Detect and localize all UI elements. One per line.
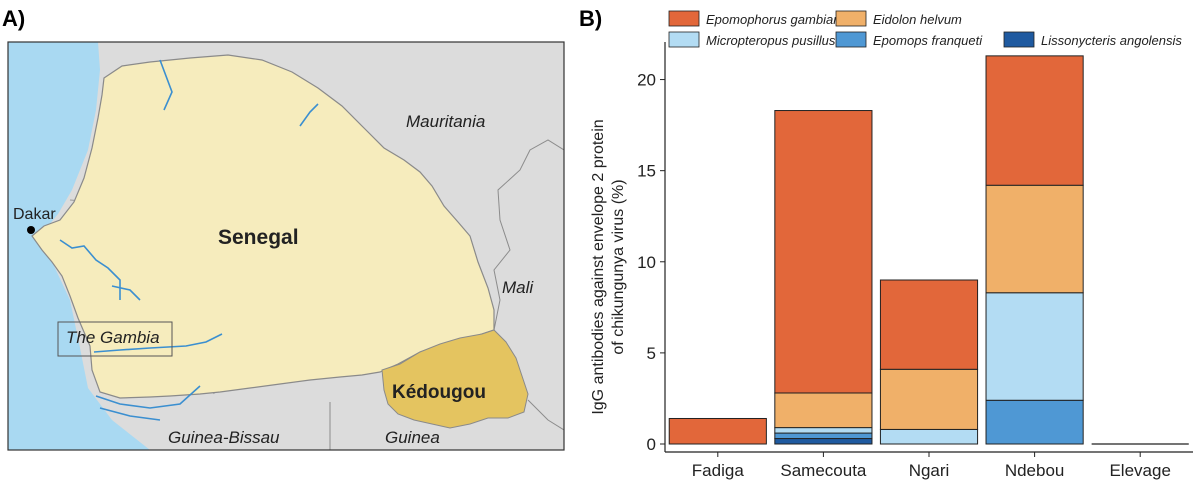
bar-ndebou-micropteropus-pusillus <box>985 292 1084 401</box>
y-tick-label: 10 <box>637 253 656 272</box>
legend-swatch <box>668 31 700 48</box>
bar-ngari-epomophorus-gambianus <box>879 279 979 370</box>
legend-label: Micropteropus pusillus <box>706 33 836 48</box>
bar-samecouta-lissonycteris-angolensis <box>774 438 873 445</box>
axes-layer: Fadiga Samecouta Ngari Ndebou Elevage 0 5 10 15 2… <box>637 42 1193 480</box>
legend-label: Eidolon helvum <box>873 12 962 27</box>
legend-swatch <box>668 10 700 27</box>
dakar-label: Dakar <box>13 206 56 223</box>
x-tick-label: Ngari <box>909 461 950 480</box>
panel-b-label: B) <box>579 6 602 31</box>
guinea-bissau-label: Guinea-Bissau <box>168 428 280 447</box>
legend-label: Epomophorus gambianus <box>706 12 855 27</box>
bar-samecouta-epomophorus-gambianus <box>774 110 873 394</box>
legend-label: Lissonycteris angolensis <box>1041 33 1182 48</box>
senegal-label: Senegal <box>218 226 299 249</box>
rivers <box>59 59 319 421</box>
bar-fadiga-epomophorus-gambianus <box>668 417 767 445</box>
legend-label: Epomops franqueti <box>873 33 983 48</box>
y-tick-label: 0 <box>647 435 656 454</box>
bar-ngari-micropteropus-pusillus <box>879 428 979 445</box>
neighbor-borders <box>329 139 564 450</box>
bar-samecouta-epomops-franqueti <box>774 432 873 440</box>
gambia-label: The Gambia <box>66 328 160 347</box>
bar-samecouta-micropteropus-pusillus <box>774 427 873 434</box>
y-tick-label: 5 <box>647 344 656 363</box>
y-tick-label: 20 <box>637 71 656 90</box>
bars-layer <box>668 55 1189 445</box>
x-tick-label: Ndebou <box>1005 461 1065 480</box>
bar-ndebou-epomops-franqueti <box>985 399 1084 445</box>
mali-label: Mali <box>502 278 534 297</box>
bar-samecouta-eidolon-helvum <box>774 392 873 429</box>
y-axis-label-line2: of chikungunya virus (%) <box>610 179 627 354</box>
y-axis-label-line1: IgG antibodies against envelope 2 protei… <box>590 119 607 414</box>
mauritania-label: Mauritania <box>406 112 485 131</box>
map: Mauritania Mali The Gambia Guinea-Bissau… <box>7 41 565 451</box>
legend-swatch <box>835 31 867 48</box>
panel-a-label: A) <box>2 6 25 31</box>
kedougou-label: Kédougou <box>392 382 486 403</box>
gambia-label-box <box>57 321 173 357</box>
map-frame <box>7 41 565 451</box>
chart-legend: Epomophorus gambianus Eidolon helvum Micro… <box>668 10 1182 48</box>
bar-ndebou-eidolon-helvum <box>985 184 1084 294</box>
dakar-marker <box>27 226 35 234</box>
bar-ngari-eidolon-helvum <box>879 368 979 430</box>
x-tick-label: Samecouta <box>780 461 867 480</box>
legend-swatch <box>1003 31 1035 48</box>
x-tick-label: Elevage <box>1109 461 1170 480</box>
guinea-label: Guinea <box>385 428 440 447</box>
x-tick-label: Fadiga <box>692 461 745 480</box>
bar-ndebou-epomophorus-gambianus <box>985 55 1084 186</box>
legend-swatch <box>835 10 867 27</box>
bar-chart: Epomophorus gambianus Eidolon helvum Micro… <box>590 10 1193 480</box>
y-tick-label: 15 <box>637 162 656 181</box>
